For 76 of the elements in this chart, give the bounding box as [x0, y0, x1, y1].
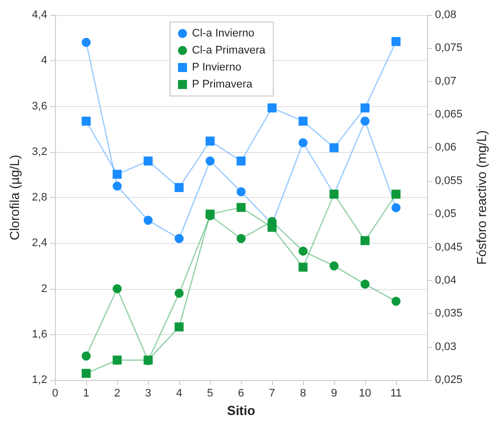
- x-tick-label: 7: [269, 388, 276, 400]
- y2-tick-label: 0,05: [435, 208, 456, 220]
- x-tick-label: 11: [390, 388, 402, 400]
- y2-tick-label: 0,08: [435, 9, 456, 21]
- legend-label: Cl-a Invierno: [192, 28, 254, 40]
- point: [112, 182, 122, 191]
- point: [268, 222, 277, 232]
- x-tick-label: 6: [238, 388, 244, 400]
- y2-tick-label: 0,035: [435, 308, 463, 320]
- x-tick-label: 3: [145, 388, 152, 400]
- point: [112, 284, 122, 294]
- y2-tick-label: 0,075: [435, 42, 463, 54]
- point: [236, 187, 246, 196]
- y2-tick-label: 0,04: [435, 274, 456, 286]
- point: [330, 261, 339, 270]
- y-tick-label: 4: [41, 54, 48, 67]
- y-tick-label: 2: [41, 282, 48, 295]
- y-tick-label: 1,2: [32, 374, 48, 386]
- y-tick-label: 4,4: [32, 9, 48, 21]
- point: [206, 156, 215, 166]
- point: [268, 103, 277, 112]
- y2-tick-label: 0,07: [435, 75, 456, 88]
- legend-label: P Primavera: [192, 78, 254, 90]
- point: [82, 368, 91, 378]
- point: [236, 156, 246, 166]
- point: [236, 202, 246, 212]
- point: [236, 234, 246, 244]
- x-tick-label: 5: [207, 388, 214, 400]
- y-tick-label: 1,6: [32, 328, 48, 340]
- point: [144, 216, 153, 225]
- y-tick-label: 2,8: [32, 192, 48, 204]
- y2-axis-title: Fósforo reactivo (mg/L): [474, 130, 489, 265]
- y2-tick-label: 0,025: [435, 374, 463, 386]
- y-tick-label: 3,6: [32, 100, 48, 112]
- point: [174, 183, 184, 192]
- point: [392, 203, 401, 212]
- point: [298, 138, 308, 148]
- y-axis-title: Clorofila (µg/L): [7, 154, 22, 240]
- x-axis-title: Sitio: [227, 403, 256, 418]
- point: [298, 262, 308, 272]
- y2-tick-label: 0,055: [435, 174, 463, 187]
- x-tick-label: 2: [114, 388, 120, 400]
- y2-tick-label: 0,045: [435, 241, 463, 254]
- x-tick-label: 9: [330, 388, 338, 400]
- y2-tick-label: 0,065: [435, 108, 463, 121]
- point: [82, 116, 91, 126]
- point: [112, 356, 122, 365]
- y-tick-label: 3,2: [32, 146, 48, 158]
- y-tick-label: 2,4: [32, 237, 48, 250]
- x-tick-label: 0: [52, 388, 58, 400]
- y2-tick-label: 0,06: [435, 142, 456, 154]
- point: [206, 136, 215, 146]
- point: [112, 170, 122, 179]
- point: [82, 352, 91, 361]
- legend-label: P Invierno: [192, 62, 242, 74]
- point: [174, 322, 184, 332]
- y2-tick-label: 0,03: [435, 340, 456, 353]
- point: [360, 116, 370, 126]
- x-tick-label: 8: [300, 388, 306, 400]
- point: [144, 156, 153, 166]
- x-tick-label: 10: [358, 388, 372, 400]
- point: [174, 234, 184, 244]
- point: [392, 37, 401, 46]
- point: [298, 246, 308, 256]
- point: [360, 236, 370, 246]
- legend-label: Cl-a Primavera: [192, 44, 266, 56]
- point: [392, 296, 401, 306]
- point: [330, 143, 339, 152]
- point: [174, 288, 184, 298]
- point: [298, 116, 308, 126]
- point: [392, 190, 401, 199]
- point: [360, 103, 370, 112]
- point: [360, 280, 370, 289]
- x-tick-label: 1: [83, 388, 90, 400]
- point: [82, 38, 91, 47]
- x-tick-label: 4: [176, 388, 182, 400]
